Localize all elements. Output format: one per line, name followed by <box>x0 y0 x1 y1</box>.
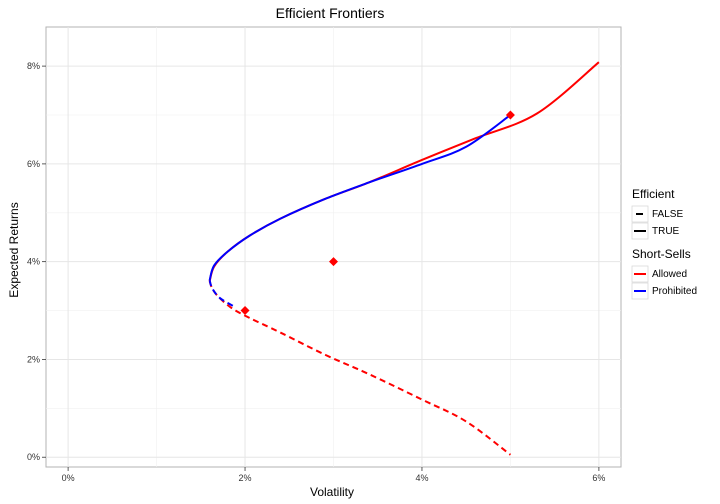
legend: Efficient FALSE TRUE Short-Sells Allowed Proh… <box>631 187 697 300</box>
asset-marker <box>329 257 338 267</box>
y-tick-label: 6% <box>27 159 40 169</box>
y-tick-label: 4% <box>27 257 40 267</box>
x-axis-label: Volatility <box>310 485 354 499</box>
x-tick-label: 6% <box>592 473 605 483</box>
y-tick-label: 0% <box>27 452 40 462</box>
chart-title: Efficient Frontiers <box>276 5 385 21</box>
legend-title: Short-Sells <box>632 247 691 261</box>
y-tick-label: 8% <box>27 61 40 71</box>
x-tick-label: 2% <box>239 473 252 483</box>
axis-ticks: 0% 2% 4% 6% 0% 2% 4% 6% 8% <box>27 61 605 483</box>
y-tick-label: 2% <box>27 354 40 364</box>
asset-markers <box>240 110 515 316</box>
frontier-line-prohibited-true <box>208 114 512 281</box>
grid-lines <box>46 27 621 467</box>
frontier-lines <box>208 61 600 456</box>
asset-marker <box>505 110 515 120</box>
frontier-line-prohibited-false <box>208 279 235 308</box>
asset-marker <box>240 306 250 316</box>
x-tick-label: 0% <box>62 473 75 483</box>
legend-label: Allowed <box>652 269 687 280</box>
legend-label: Prohibited <box>652 286 697 297</box>
x-tick-label: 4% <box>415 473 428 483</box>
legend-label: FALSE <box>652 209 683 220</box>
legend-title: Efficient <box>632 187 675 201</box>
legend-label: TRUE <box>652 226 680 237</box>
y-axis-label: Expected Returns <box>7 202 21 297</box>
